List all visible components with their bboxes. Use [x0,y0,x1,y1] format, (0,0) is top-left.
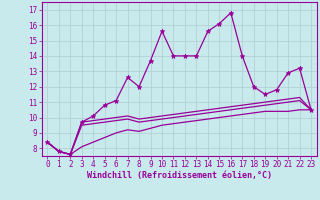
X-axis label: Windchill (Refroidissement éolien,°C): Windchill (Refroidissement éolien,°C) [87,171,272,180]
